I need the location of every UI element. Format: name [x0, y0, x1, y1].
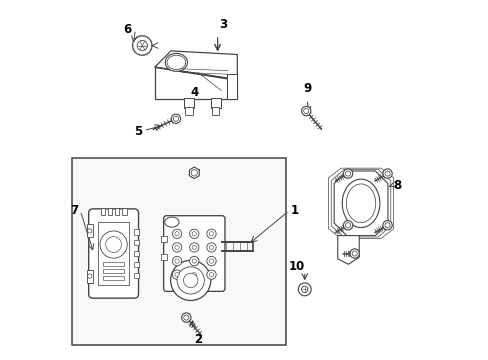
Circle shape [206, 256, 216, 266]
Bar [86, 270, 93, 283]
Text: 4: 4 [190, 86, 198, 99]
Ellipse shape [167, 55, 185, 69]
Bar [101, 208, 105, 215]
Circle shape [209, 231, 213, 236]
Circle shape [206, 243, 216, 252]
Bar [134, 262, 138, 267]
Circle shape [301, 106, 310, 116]
Bar [134, 273, 138, 278]
Polygon shape [132, 36, 152, 55]
Circle shape [172, 270, 182, 279]
Polygon shape [337, 235, 359, 264]
Circle shape [183, 273, 198, 288]
Circle shape [175, 273, 179, 277]
Bar [210, 98, 221, 108]
Text: 2: 2 [193, 333, 202, 346]
Circle shape [382, 221, 391, 230]
Bar [226, 74, 237, 99]
Ellipse shape [342, 179, 379, 228]
Circle shape [192, 259, 196, 263]
Bar [134, 229, 138, 234]
Circle shape [382, 169, 391, 178]
Circle shape [206, 229, 216, 238]
Circle shape [175, 259, 179, 263]
Circle shape [175, 231, 179, 236]
Bar [108, 208, 112, 215]
Bar [134, 240, 138, 245]
Circle shape [301, 286, 307, 293]
FancyBboxPatch shape [88, 209, 138, 298]
Circle shape [189, 270, 199, 279]
Circle shape [192, 231, 196, 236]
Circle shape [175, 245, 179, 249]
Circle shape [171, 114, 180, 123]
Polygon shape [189, 167, 199, 179]
Text: 10: 10 [288, 260, 304, 273]
Circle shape [182, 313, 191, 322]
Bar [102, 269, 124, 273]
Bar [102, 262, 124, 266]
Bar [102, 276, 124, 280]
Bar [86, 225, 93, 237]
Bar [115, 208, 119, 215]
Polygon shape [155, 67, 237, 99]
Bar [98, 222, 129, 285]
Circle shape [172, 256, 182, 266]
Polygon shape [333, 171, 387, 235]
Circle shape [172, 229, 182, 238]
Text: 9: 9 [303, 82, 311, 95]
Circle shape [189, 229, 199, 238]
Text: 7: 7 [71, 204, 79, 217]
Bar [161, 254, 166, 260]
Bar [72, 158, 285, 345]
FancyBboxPatch shape [163, 216, 224, 291]
Ellipse shape [165, 53, 187, 71]
Circle shape [87, 274, 92, 278]
Circle shape [177, 267, 204, 294]
Text: 8: 8 [392, 179, 401, 192]
Circle shape [189, 256, 199, 266]
Bar [122, 208, 126, 215]
Bar [134, 251, 138, 256]
Text: 5: 5 [134, 125, 142, 138]
Bar [185, 107, 192, 115]
Bar [161, 236, 166, 242]
Text: 3: 3 [219, 18, 226, 31]
Circle shape [192, 273, 196, 277]
Circle shape [209, 245, 213, 249]
Circle shape [189, 243, 199, 252]
Polygon shape [155, 51, 237, 80]
Circle shape [87, 229, 92, 233]
Circle shape [349, 249, 359, 258]
Text: 6: 6 [123, 23, 131, 36]
Circle shape [172, 243, 182, 252]
Circle shape [298, 283, 310, 296]
Bar [212, 107, 219, 115]
Bar [183, 98, 194, 108]
Ellipse shape [164, 217, 179, 227]
Circle shape [192, 245, 196, 249]
Circle shape [343, 169, 352, 178]
Circle shape [170, 260, 210, 301]
Circle shape [206, 270, 216, 279]
Text: 1: 1 [290, 204, 298, 217]
Circle shape [343, 221, 352, 230]
Circle shape [209, 273, 213, 277]
Ellipse shape [346, 184, 375, 223]
Circle shape [209, 259, 213, 263]
